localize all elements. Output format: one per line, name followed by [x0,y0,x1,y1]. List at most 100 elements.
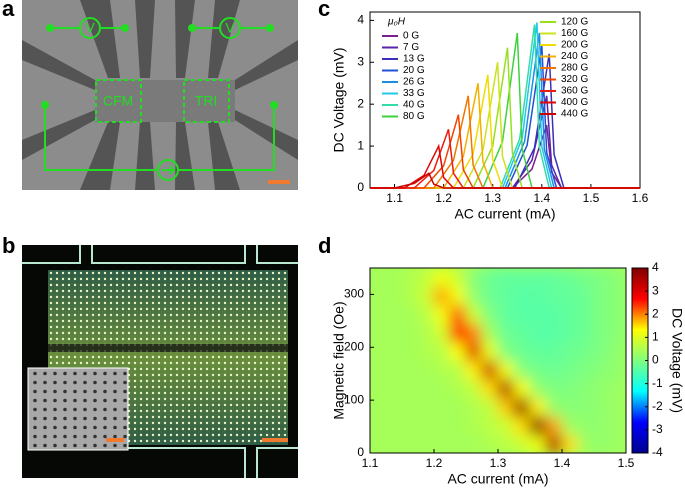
heatmap-cell [370,360,387,380]
colorbar-tick-label: 4 [652,260,659,274]
heatmap-cell [370,323,387,343]
heatmap-cell [417,286,435,306]
contacts [41,24,278,109]
heatmap-cell [370,304,387,324]
heatmap-cell [609,378,626,398]
heatmap-cell [545,360,563,380]
heatmap-cell [433,397,451,417]
heatmap-cell [513,360,531,380]
heatmap-cell [465,360,483,380]
heatmap-cell [529,268,547,287]
y-axis-label: Magnetic field (Oe) [331,301,347,419]
heatmap-cell [417,434,435,453]
heatmap-cell [433,304,451,324]
legend-label: 26 G [403,77,425,88]
heatmap-cell [449,286,467,306]
heatmap-cell [497,434,515,453]
x-tick-label: 1.5 [583,191,600,205]
heatmap-cell [449,378,467,398]
heatmap-cell [513,286,531,306]
heatmap-cell [609,415,626,435]
heatmap-cell [593,286,611,306]
heatmap-cell [577,378,595,398]
heatmap-cell [449,268,467,287]
heatmap-cell [577,434,595,453]
heatmap-cell [370,415,387,435]
legend-label: 200 G [561,40,588,51]
x-tick-label: 1.3 [490,456,507,470]
heatmap-cell [497,268,515,287]
plot-frame [369,267,627,454]
heatmap-cell [609,434,626,453]
heatmap-cell [370,268,387,287]
heatmap-cell [385,304,403,324]
y-tick-label: 300 [344,287,364,301]
heatmap-cell [433,268,451,287]
scale-bar [268,180,290,184]
heatmap-cell [561,378,579,398]
heatmap-cell [561,341,579,361]
heatmap-cell [561,360,579,380]
heatmap-cell [481,397,499,417]
legend-label: 13 G [403,54,425,65]
heatmap-cell [497,341,515,361]
heatmap-cell [449,341,467,361]
voltmeter-label: V [225,20,235,36]
heatmap-cell [401,434,419,453]
heatmap-cell [465,268,483,287]
heatmap-cell [481,360,499,380]
heatmap-cell [417,397,435,417]
heatmap-cell [481,286,499,306]
legend-label: 320 G [561,74,588,85]
heatmap-cell [385,360,403,380]
inset-holes [28,368,128,450]
heatmap-cell [417,341,435,361]
heatmap-cell [401,378,419,398]
heatmap-cell [545,286,563,306]
legend-label: 440 G [561,109,588,120]
x-tick-label: 1.2 [435,191,452,205]
heatmap-cell [401,268,419,287]
heatmap-cell [577,304,595,324]
panel-label: d [318,233,331,258]
heatmap-cell [385,378,403,398]
colorbar-label: DC Voltage (mV) [669,308,685,413]
heatmap-cell [385,323,403,343]
series-line [370,172,640,189]
y-tick-label: 0 [357,445,364,459]
y-axis-label: DC Voltage (mV) [331,47,347,152]
heatmap-cell [561,304,579,324]
heatmap-cell [497,397,515,417]
heatmap-cell [561,268,579,287]
heatmap-cell [465,286,483,306]
heatmap-cell [561,286,579,306]
legend-label: 160 G [561,28,588,39]
colorbar-tick-label: 2 [652,306,659,320]
heatmap-cell [545,397,563,417]
heatmap-cell [385,341,403,361]
heatmap-cell [465,378,483,398]
heatmap-cell [545,378,563,398]
region-label: TRI [195,93,218,109]
heatmap-cell [401,415,419,435]
y-tick-label: 1 [357,138,364,152]
heatmap-cell [593,360,611,380]
heatmap-cell [577,286,595,306]
x-tick-label: 1.4 [533,191,550,205]
heatmap-cell [449,360,467,380]
heatmap-cell [593,434,611,453]
heatmap-cell [577,415,595,435]
heatmap-cell [433,434,451,453]
circuit [44,17,275,181]
heatmap-cell [465,304,483,324]
heatmap-cell [609,268,626,287]
heatmap-clip [370,268,626,453]
heatmap-cell [465,415,483,435]
heatmap-cell [529,434,547,453]
y-tick-label: 200 [344,339,364,353]
scale-bar [106,438,124,442]
heatmap-cell [449,323,467,343]
heatmap-cell [417,360,435,380]
heatmap-cell [417,323,435,343]
